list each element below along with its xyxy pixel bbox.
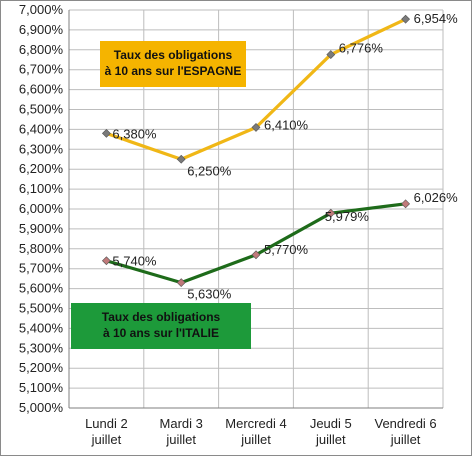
italie-data-label: 6,026% xyxy=(414,190,459,205)
italie-data-label: 5,979% xyxy=(325,209,370,224)
x-tick-label: Vendredi 6 xyxy=(375,416,437,431)
espagne-data-point xyxy=(176,154,186,164)
x-tick-label: juillet xyxy=(91,432,122,447)
x-tick-label: Mercredi 4 xyxy=(225,416,286,431)
italie-data-label: 5,740% xyxy=(112,254,157,269)
italie-callout-text: Taux des obligations xyxy=(102,310,221,324)
espagne-callout-box xyxy=(100,41,246,87)
x-tick-label: juillet xyxy=(165,432,196,447)
y-tick-label: 5,800% xyxy=(19,241,64,256)
y-tick-label: 5,000% xyxy=(19,400,64,415)
espagne-data-label: 6,954% xyxy=(414,11,459,26)
espagne-data-point xyxy=(401,14,411,24)
italie-callout-box xyxy=(71,303,251,349)
espagne-data-point xyxy=(326,50,336,60)
y-tick-label: 6,100% xyxy=(19,181,64,196)
espagne-data-label: 6,776% xyxy=(339,41,384,56)
espagne-callout-text: Taux des obligations xyxy=(114,48,233,62)
y-tick-label: 6,300% xyxy=(19,141,64,156)
espagne-data-label: 6,250% xyxy=(187,163,232,178)
espagne-data-point xyxy=(251,122,261,132)
italie-data-point xyxy=(101,256,111,266)
italie-data-point xyxy=(401,199,411,209)
y-tick-label: 6,200% xyxy=(19,161,64,176)
y-tick-label: 5,400% xyxy=(19,320,64,335)
italie-data-point xyxy=(326,208,336,218)
y-tick-label: 7,000% xyxy=(19,2,64,17)
y-tick-label: 6,600% xyxy=(19,82,64,97)
y-tick-label: 5,900% xyxy=(19,221,64,236)
italie-callout-text: à 10 ans sur l'ITALIE xyxy=(103,326,219,340)
x-tick-label: juillet xyxy=(240,432,271,447)
y-tick-label: 5,500% xyxy=(19,301,64,316)
x-tick-label: Mardi 3 xyxy=(160,416,203,431)
y-tick-label: 5,600% xyxy=(19,281,64,296)
y-tick-label: 5,100% xyxy=(19,380,64,395)
y-tick-label: 5,200% xyxy=(19,360,64,375)
x-tick-label: Jeudi 5 xyxy=(310,416,352,431)
espagne-data-label: 6,410% xyxy=(264,117,309,132)
italie-data-point xyxy=(176,278,186,288)
italie-data-label: 5,770% xyxy=(264,242,309,257)
y-tick-label: 5,300% xyxy=(19,340,64,355)
y-tick-label: 6,700% xyxy=(19,62,64,77)
espagne-callout-text: à 10 ans sur l'ESPAGNE xyxy=(105,64,242,78)
italie-data-point xyxy=(251,250,261,260)
y-tick-label: 6,400% xyxy=(19,121,64,136)
espagne-data-label: 6,380% xyxy=(112,126,157,141)
y-tick-label: 5,700% xyxy=(19,261,64,276)
italie-data-label: 5,630% xyxy=(187,287,232,302)
x-tick-label: Lundi 2 xyxy=(85,416,128,431)
espagne-data-point xyxy=(101,128,111,138)
y-tick-label: 6,900% xyxy=(19,22,64,37)
y-tick-label: 6,000% xyxy=(19,201,64,216)
x-tick-label: juillet xyxy=(390,432,421,447)
y-tick-label: 6,500% xyxy=(19,102,64,117)
x-tick-label: juillet xyxy=(315,432,346,447)
y-tick-label: 6,800% xyxy=(19,42,64,57)
